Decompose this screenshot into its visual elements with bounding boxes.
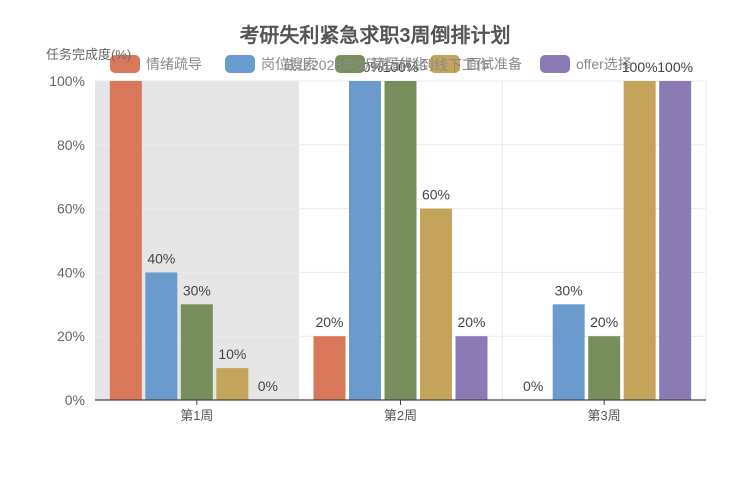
y-tick-label: 0%: [65, 392, 85, 408]
bar: [420, 208, 452, 400]
annotation: 截止2026年5月底前找到线下工作: [283, 57, 490, 73]
bars: [109, 81, 692, 400]
bar: [145, 272, 178, 400]
data-label: 20%: [590, 314, 618, 330]
y-tick-label: 80%: [57, 137, 85, 153]
legend-label: 简历优化: [371, 56, 427, 72]
x-tick-label: 第3周: [588, 408, 621, 423]
legend-label: 情绪疏导: [146, 56, 202, 72]
bar: [623, 81, 656, 400]
legend-swatch: [225, 55, 255, 73]
data-label: 20%: [315, 314, 343, 330]
data-label: 20%: [457, 314, 485, 330]
data-label: 100%: [383, 59, 419, 75]
legend: 情绪疏导 岗位搜索 简历优化 面试准备 offer选择: [110, 55, 632, 73]
bar: [313, 336, 346, 400]
axes: 0% 20% 40% 60% 80% 100% 第1周 第2周 第3周: [49, 73, 706, 423]
y-tick-label: 20%: [57, 328, 85, 344]
legend-swatch: [110, 55, 140, 73]
y-tick-label: 100%: [49, 73, 85, 89]
data-label: 60%: [422, 187, 450, 203]
bar: [455, 336, 488, 400]
data-label: 30%: [183, 282, 211, 298]
y-tick-label: 40%: [57, 264, 85, 280]
data-label: 40%: [147, 250, 175, 266]
y-tick-label: 60%: [57, 201, 85, 217]
bar: [216, 368, 249, 400]
legend-label: 面试准备: [466, 56, 522, 72]
y-axis-label: 任务完成度(%): [46, 47, 131, 62]
bar: [588, 336, 621, 400]
data-label: 100%: [622, 59, 658, 75]
bar: [180, 304, 213, 400]
data-label: 30%: [555, 282, 583, 298]
x-tick-label: 第2周: [384, 408, 417, 423]
bar: [349, 81, 381, 400]
legend-swatch: [335, 55, 365, 73]
legend-swatch: [430, 55, 460, 73]
data-label: 0%: [523, 378, 543, 394]
legend-label: offer选择: [576, 56, 632, 72]
bar: [552, 304, 585, 400]
bar: [659, 81, 692, 400]
chart-title: 考研失利紧急求职3周倒排计划: [239, 23, 510, 47]
data-label: 100%: [657, 59, 693, 75]
bar: [384, 81, 417, 400]
data-label: 0%: [258, 378, 278, 394]
legend-label: 岗位搜索: [261, 56, 317, 72]
bar: [109, 81, 142, 400]
legend-swatch: [540, 55, 570, 73]
data-label: 10%: [218, 346, 246, 362]
x-tick-label: 第1周: [180, 408, 213, 423]
